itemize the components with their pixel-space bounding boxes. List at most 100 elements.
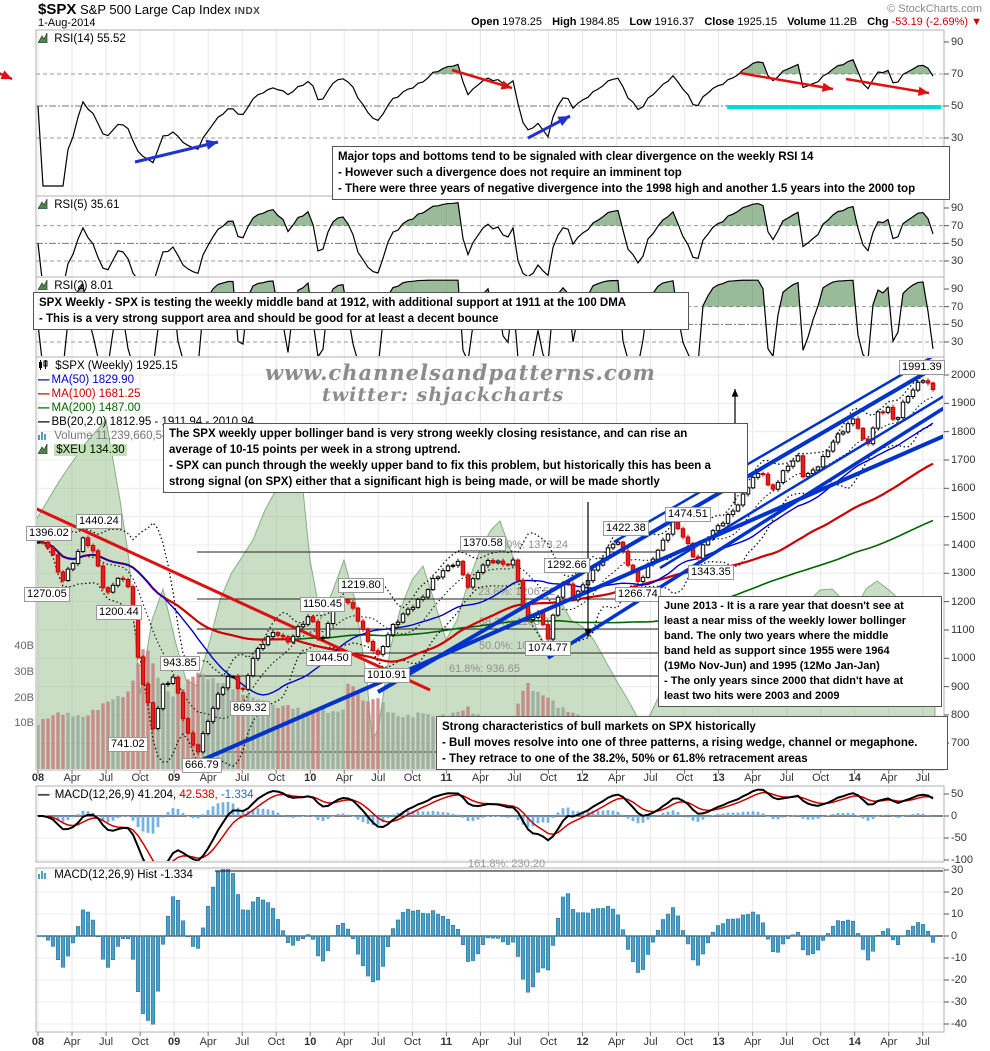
- macd-axis-tick: 0: [951, 810, 958, 822]
- fib-retracement-label: 0.0%: 1373.24: [497, 539, 568, 551]
- x-axis-label: 11: [440, 772, 453, 784]
- annotation-line: strong signal (on SPX) either that a sig…: [169, 476, 660, 488]
- rsi5-axis-tick: 30: [951, 254, 964, 267]
- price-axis-tick: 2000: [951, 369, 976, 381]
- hist-axis-tick: 20: [951, 886, 964, 898]
- annotation-line: SPX Weekly - SPX is testing the weekly m…: [39, 297, 627, 309]
- price-label: 1219.80: [338, 578, 384, 593]
- x-axis-label: 12: [576, 1036, 589, 1048]
- symbol-name: S&P 500 Large Cap Index: [79, 2, 231, 17]
- hist-axis-tick: 30: [951, 864, 964, 876]
- annotation-line: least a near miss of the weekly lower bo…: [664, 615, 907, 627]
- indicator-icon: [37, 279, 48, 293]
- x-axis-label: Oct: [812, 772, 830, 784]
- quote-bar: Open 1978.25 High 1984.85 Low 1916.37 Cl…: [464, 16, 982, 28]
- price-axis-tick: 1300: [951, 567, 976, 580]
- histogram-bars-icon: [38, 870, 48, 882]
- rsi2-axis-tick: 70: [951, 300, 964, 313]
- symbol-label: $SPX: [38, 1, 77, 18]
- xeu-legend-text: $XEU 134.30: [54, 444, 127, 456]
- x-axis-label: Oct: [131, 1036, 149, 1048]
- hist-axis-tick: -10: [951, 952, 967, 964]
- volume-axis-tick: 40B: [14, 640, 34, 652]
- x-axis-label: Apr: [744, 1036, 762, 1048]
- open-value: 1978.25: [502, 16, 543, 28]
- indicator-icon: [37, 443, 48, 457]
- x-axis-label: 14: [848, 1036, 861, 1048]
- x-axis-label: Jul: [371, 1036, 386, 1048]
- x-axis-label: 08: [31, 772, 45, 784]
- x-axis-label: Jul: [99, 772, 114, 784]
- x-axis-label: Jul: [507, 1036, 522, 1048]
- x-axis-label: 10: [304, 1036, 317, 1048]
- price-axis-tick: 1200: [951, 595, 976, 608]
- price-axis-tick: 1500: [951, 510, 976, 523]
- rsi14-legend: RSI(14) 55.52: [37, 32, 126, 46]
- x-axis-label: Jul: [371, 772, 386, 784]
- price-axis-tick: 700: [951, 737, 970, 750]
- rsi5-axis-tick: 90: [951, 202, 964, 214]
- x-axis-label: Oct: [676, 772, 694, 784]
- annotation-line: least two hits were 2003 and 2009: [664, 690, 840, 702]
- high-value: 1984.85: [579, 16, 620, 28]
- rsi5-axis-tick: 50: [951, 237, 964, 250]
- hist-axis-tick: 10: [951, 908, 964, 920]
- indicator-icon: [37, 32, 48, 46]
- price-label: 1991.39: [899, 360, 945, 375]
- x-axis-label: 11: [440, 1036, 453, 1048]
- ma50-legend-text: MA(50) 1829.90: [51, 374, 134, 386]
- rsi14-legend-text: RSI(14) 55.52: [54, 33, 126, 45]
- x-axis-label: Jul: [643, 772, 658, 784]
- annotation-bull-markets: Strong characteristics of bull markets o…: [436, 716, 948, 770]
- price-label: 1422.38: [603, 521, 649, 536]
- rsi2-axis-tick: 90: [951, 283, 964, 295]
- ma200-legend: — MA(200) 1487.00: [38, 402, 140, 414]
- annotation-line: - The only years since 2000 that didn't …: [664, 675, 904, 687]
- x-axis-label: Apr: [880, 1036, 898, 1048]
- chg-label: Chg: [867, 16, 889, 28]
- hist-axis-tick: -40: [951, 1018, 967, 1030]
- watermark-site: www.channelsandpatterns.com: [265, 360, 656, 385]
- annotation-rsi-divergence: Major tops and bottoms tend to be signal…: [332, 146, 950, 200]
- annotation-line: (19Mo Nov-Jun) and 1995 (12Mo Jan-Jan): [664, 660, 880, 672]
- x-axis-label: Jul: [643, 1036, 658, 1048]
- open-label: Open: [471, 16, 500, 28]
- xeu-legend: $XEU 134.30: [37, 443, 127, 457]
- hist-axis-tick: 0: [951, 930, 958, 942]
- rsi5-legend: RSI(5) 35.61: [37, 198, 119, 212]
- ma100-legend: — MA(100) 1681.25: [38, 388, 140, 400]
- price-axis-tick: 1600: [951, 482, 976, 495]
- chg-down-triangle-icon: ▼: [971, 16, 982, 28]
- exchange-label: INDX: [234, 6, 261, 17]
- rsi14-axis-tick: 90: [951, 36, 964, 48]
- annotation-line: average of 10-15 points per week in a st…: [169, 444, 461, 456]
- x-axis-label: Oct: [267, 772, 285, 784]
- low-value: 1916.37: [654, 16, 695, 28]
- annotation-line: Major tops and bottoms tend to be signal…: [338, 151, 814, 163]
- price-axis-tick: 1800: [951, 425, 976, 438]
- price-label: 1044.50: [306, 651, 352, 666]
- rsi2-legend-text: RSI(2) 8.01: [54, 280, 114, 292]
- x-axis-label: Jul: [779, 772, 794, 784]
- price-label: 1370.58: [460, 536, 506, 551]
- close-label: Close: [704, 16, 735, 28]
- x-axis-label: 08: [31, 1036, 45, 1048]
- macd-axis-tick: -100: [951, 854, 974, 866]
- x-axis-label: Oct: [267, 1036, 285, 1048]
- x-axis-label: Oct: [676, 1036, 694, 1048]
- fib-retracement-label: 61.8%: 936.65: [449, 663, 520, 675]
- price-label: 666.79: [182, 758, 222, 773]
- volume-axis-tick: 10B: [14, 717, 34, 729]
- rsi5-axis-tick: 70: [951, 219, 964, 232]
- annotation-line: - There were three years of negative div…: [338, 183, 916, 195]
- price-label: 1200.44: [96, 605, 142, 620]
- hist-axis-tick: -30: [951, 996, 967, 1008]
- x-axis-label: Jul: [779, 1036, 794, 1048]
- bb-line-icon: —: [38, 416, 50, 428]
- price-axis-tick: 1700: [951, 453, 976, 466]
- chart-header: $SPX S&P 500 Large Cap Index INDX: [38, 1, 260, 18]
- price-axis-tick: 900: [951, 680, 970, 693]
- rsi2-axis-tick: 50: [951, 318, 964, 331]
- macd-legend: — MACD(12,26,9) 41.204, 42.538, -1.334: [38, 789, 254, 801]
